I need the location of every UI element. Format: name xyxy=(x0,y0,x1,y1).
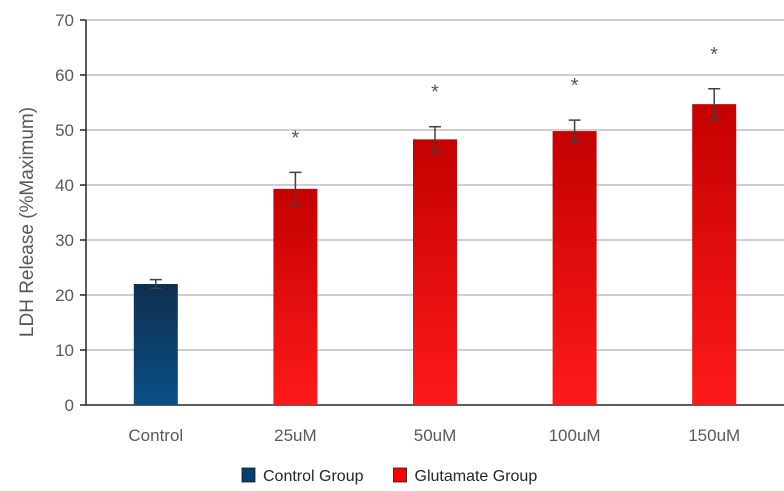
y-axis-title: LDH Release (%Maximum) xyxy=(17,107,38,337)
y-tick-label: 50 xyxy=(55,121,74,140)
legend-label: Glutamate Group xyxy=(415,468,538,485)
bar xyxy=(413,139,457,405)
legend-swatch xyxy=(393,467,407,483)
significance-marker: * xyxy=(571,75,579,97)
legend-swatch xyxy=(241,467,256,483)
x-tick-label: 25uM xyxy=(274,426,317,445)
legend-item: Glutamate Group xyxy=(393,467,538,485)
significance-marker: * xyxy=(292,127,300,149)
bar xyxy=(552,131,597,405)
significance-marker: * xyxy=(710,44,718,66)
y-tick-label: 20 xyxy=(55,286,74,305)
bar xyxy=(692,104,737,406)
y-tick-label: 10 xyxy=(55,341,74,360)
y-tick-label: 40 xyxy=(55,176,74,195)
bar xyxy=(133,284,178,405)
bar xyxy=(273,188,318,405)
y-tick-label: 0 xyxy=(65,396,74,415)
tick-labels: 0 10 20 30 40 50 60 70 Control * 25uM * 50uM * 100uM * 1… xyxy=(55,11,740,445)
bars xyxy=(133,88,737,406)
x-tick-label: 50uM xyxy=(414,426,457,445)
y-tick-label: 70 xyxy=(55,11,74,30)
legend-item: Control Group xyxy=(241,467,364,485)
x-tick-label: 150uM xyxy=(688,426,740,445)
x-tick-label: Control xyxy=(128,426,183,445)
y-tick-label: 60 xyxy=(55,66,74,85)
x-tick-label: 100uM xyxy=(549,426,601,445)
legend: Control Group Glutamate Group xyxy=(241,467,538,485)
y-tick-label: 30 xyxy=(55,231,74,250)
legend-label: Control Group xyxy=(263,468,364,485)
significance-marker: * xyxy=(431,82,439,104)
